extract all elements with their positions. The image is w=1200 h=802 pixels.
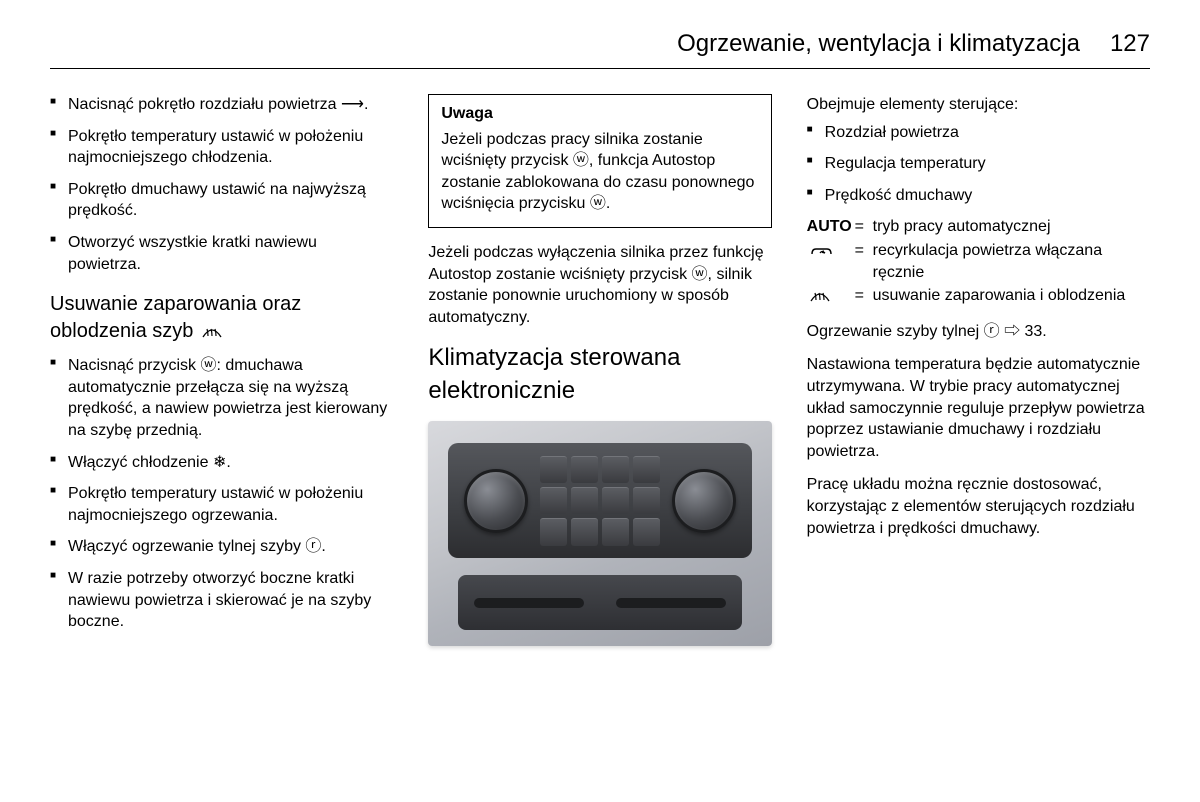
note-paragraph-2: Jeżeli podczas wyłączenia silnika przez … xyxy=(428,242,771,328)
defrost-front-icon xyxy=(809,289,831,303)
list-item: Rozdział powietrza xyxy=(807,122,1150,144)
instruction-list-2: Nacisnąć przycisk ⓦ: dmuchawa automatycz… xyxy=(50,355,393,633)
column-2: Uwaga Jeżeli podczas pracy silnika zosta… xyxy=(428,94,771,646)
climate-control-photo xyxy=(428,421,771,646)
controls-list: Rozdział powietrza Regulacja temperatury… xyxy=(807,122,1150,207)
legend-equals: = xyxy=(855,240,873,283)
section-heading: Klimatyzacja sterowana elektronicznie xyxy=(428,342,771,407)
legend-row: = usuwanie zaparowania i oblodzenia xyxy=(807,285,1150,307)
list-item: Otworzyć wszystkie kratki nawiewu powiet… xyxy=(50,232,393,275)
page-number: 127 xyxy=(1110,30,1150,58)
panel-button xyxy=(602,518,629,545)
list-item: Nacisnąć pokrętło rozdziału powietrza ⟶. xyxy=(50,94,393,116)
list-item: Pokrętło temperatury ustawić w położeniu… xyxy=(50,483,393,526)
note-title: Uwaga xyxy=(441,103,758,125)
chapter-title: Ogrzewanie, wentylacja i klimatyzacja xyxy=(677,30,1080,58)
paragraph: Pracę układu można ręcznie dostosować, k… xyxy=(807,474,1150,539)
panel-button xyxy=(633,487,660,514)
paragraph: Ogrzewanie szyby tylnej ⓡ ⇨ 33. xyxy=(807,321,1150,343)
page-header: Ogrzewanie, wentylacja i klimatyzacja 12… xyxy=(50,30,1150,69)
note-paragraph: Jeżeli podczas pracy silnika zostanie wc… xyxy=(441,129,758,215)
list-item: Nacisnąć przycisk ⓦ: dmuchawa automatycz… xyxy=(50,355,393,441)
panel-button xyxy=(602,487,629,514)
list-item: Włączyć ogrzewanie tylnej szyby ⓡ. xyxy=(50,536,393,558)
panel-button xyxy=(540,487,567,514)
legend-row: AUTO = tryb pracy automatycznej xyxy=(807,216,1150,238)
subheading-demist: Usuwanie zaparowania oraz oblodzenia szy… xyxy=(50,291,393,345)
symbol-legend: AUTO = tryb pracy automatycznej = recyrk… xyxy=(807,216,1150,306)
panel-button xyxy=(602,456,629,483)
recirculation-icon xyxy=(809,244,835,258)
legend-symbol: AUTO xyxy=(807,216,855,238)
legend-text: usuwanie zaparowania i oblodzenia xyxy=(873,285,1150,307)
list-item: Regulacja temperatury xyxy=(807,153,1150,175)
legend-symbol xyxy=(807,240,855,283)
storage-slot xyxy=(474,598,584,608)
list-item: W razie potrzeby otworzyć boczne kratki … xyxy=(50,568,393,633)
panel-button xyxy=(540,456,567,483)
legend-text: tryb pracy automatycznej xyxy=(873,216,1150,238)
paragraph: Nastawiona temperatura będzie automatycz… xyxy=(807,354,1150,462)
list-item: Prędkość dmuchawy xyxy=(807,185,1150,207)
lower-dashboard-panel xyxy=(458,575,741,630)
legend-symbol xyxy=(807,285,855,307)
list-item: Włączyć chłodzenie ❄. xyxy=(50,452,393,474)
temperature-dial-right xyxy=(672,469,736,533)
defrost-front-icon xyxy=(201,325,223,339)
list-item: Pokrętło dmuchawy ustawić na najwyższą p… xyxy=(50,179,393,222)
panel-button xyxy=(571,456,598,483)
legend-text: recyrkulacja powietrza włączana ręcznie xyxy=(873,240,1150,283)
list-item: Pokrętło temperatury ustawić w położeniu… xyxy=(50,126,393,169)
dashboard-panel xyxy=(448,443,751,558)
legend-row: = recyrkulacja powietrza włączana ręczni… xyxy=(807,240,1150,283)
button-grid xyxy=(540,456,659,546)
panel-button xyxy=(633,518,660,545)
panel-button xyxy=(571,518,598,545)
note-box: Uwaga Jeżeli podczas pracy silnika zosta… xyxy=(428,94,771,228)
legend-equals: = xyxy=(855,285,873,307)
panel-button xyxy=(633,456,660,483)
legend-equals: = xyxy=(855,216,873,238)
column-3: Obejmuje elementy sterujące: Rozdział po… xyxy=(807,94,1150,646)
storage-slot xyxy=(616,598,726,608)
content-columns: Nacisnąć pokrętło rozdziału powietrza ⟶.… xyxy=(50,94,1150,646)
panel-button xyxy=(540,518,567,545)
panel-button xyxy=(571,487,598,514)
lead-text: Obejmuje elementy sterujące: xyxy=(807,94,1150,116)
column-1: Nacisnąć pokrętło rozdziału powietrza ⟶.… xyxy=(50,94,393,646)
subheading-text: Usuwanie zaparowania oraz oblodzenia szy… xyxy=(50,293,301,342)
instruction-list-1: Nacisnąć pokrętło rozdziału powietrza ⟶.… xyxy=(50,94,393,275)
temperature-dial-left xyxy=(464,469,528,533)
